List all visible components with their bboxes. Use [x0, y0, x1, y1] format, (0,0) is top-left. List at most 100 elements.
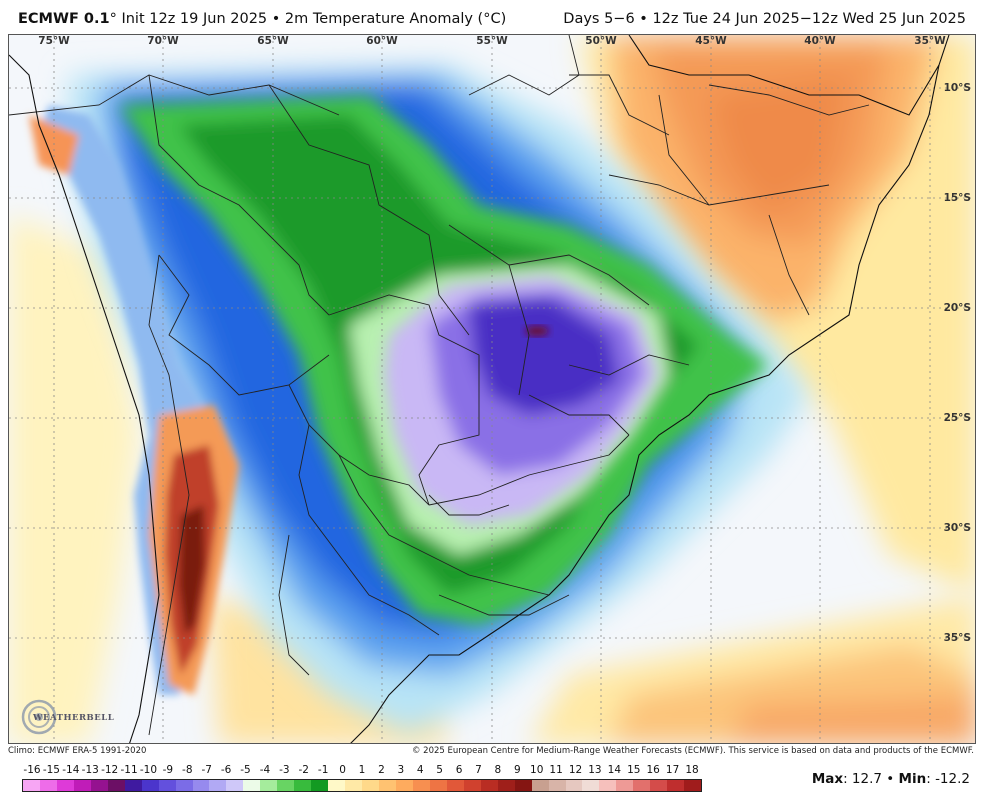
scale-swatch: [209, 780, 227, 791]
lon-label-55w: 55°W: [476, 35, 508, 47]
scale-label: -1: [317, 764, 329, 776]
scale-label: 0: [339, 764, 346, 776]
political-borders: [9, 35, 870, 736]
lon-label-70w: 70°W: [147, 35, 179, 47]
max-value: 12.7: [851, 771, 882, 787]
lon-label-50w: 50°W: [585, 35, 617, 47]
min-label: Min: [898, 771, 927, 787]
map-title: ECMWF 0.1° Init 12z 19 Jun 2025 • 2m Tem…: [18, 11, 506, 27]
scale-swatch: [667, 780, 685, 791]
scale-label: -15: [42, 764, 60, 776]
coastline: [9, 35, 950, 743]
scale-label: 1: [358, 764, 366, 776]
scale-label: 5: [436, 764, 443, 776]
lon-label-35w: 35°W: [914, 35, 946, 47]
scale-swatch: [260, 780, 278, 791]
scale-label: 12: [568, 764, 583, 776]
scale-label: -8: [182, 764, 193, 776]
model-name: ECMWF 0.1: [18, 11, 110, 27]
lon-label-75w: 75°W: [38, 35, 70, 47]
scale-swatch: [277, 780, 295, 791]
scale-label: -5: [240, 764, 251, 776]
scale-label: -7: [201, 764, 212, 776]
scale-swatch: [514, 780, 532, 791]
scale-swatch: [362, 780, 380, 791]
lat-label-10s: 10°S: [943, 82, 971, 94]
scale-label: -4: [259, 764, 271, 776]
color-scale-labels: -16 -15 -14 -13 -12 -11 -10 -9 -8 -7 -6 -5 -4 -3 -2 -1 0…: [22, 764, 702, 778]
scale-label: -10: [139, 764, 158, 776]
lon-label-40w: 40°W: [804, 35, 836, 47]
scale-swatch: [582, 780, 600, 791]
scale-label: -11: [120, 764, 138, 776]
scale-label: 11: [549, 764, 563, 776]
valid-period: Days 5−6 • 12z Tue 24 Jun 2025−12z Wed 2…: [563, 11, 966, 27]
scale-swatch: [412, 780, 430, 791]
max-min-readout: Max: 12.7 • Min: -12.2: [812, 771, 970, 787]
scale-swatch: [294, 780, 312, 791]
lat-label-15s: 15°S: [943, 192, 971, 204]
lat-lon-grid: [9, 35, 975, 743]
scale-label: 3: [397, 764, 405, 776]
scale-swatch: [107, 780, 125, 791]
degree-symbol: °: [109, 11, 117, 27]
scale-label: -13: [81, 764, 99, 776]
scale-swatch: [39, 780, 57, 791]
temperature-anomaly-map: [9, 35, 975, 743]
climo-note: Climo: ECMWF ERA-5 1991-2020: [8, 746, 147, 756]
weatherbell-logo: WEATHERBELL: [17, 695, 114, 739]
scale-swatch: [616, 780, 634, 791]
init-text: Init 12z 19 Jun 2025 • 2m Temperature An…: [116, 11, 507, 27]
max-label: Max: [811, 771, 844, 787]
scale-label: -6: [220, 764, 232, 776]
scale-swatch: [531, 780, 549, 791]
scale-swatch: [90, 780, 108, 791]
max-value-prefix: :: [843, 771, 852, 787]
scale-swatch: [429, 780, 447, 791]
lat-label-35s: 35°S: [943, 632, 971, 644]
scale-swatch: [158, 780, 176, 791]
scale-swatch: [23, 780, 40, 791]
andes-warm-streak: [29, 105, 239, 695]
logo-text: WEATHERBELL: [33, 713, 115, 723]
scale-swatch: [480, 780, 498, 791]
scale-swatch: [684, 780, 702, 791]
scale-label: -14: [62, 764, 80, 776]
scale-swatch: [497, 780, 515, 791]
scale-swatch: [192, 780, 210, 791]
scale-swatch: [446, 780, 464, 791]
scale-swatch: [345, 780, 363, 791]
scale-label: 4: [416, 764, 424, 776]
scale-label: 10: [530, 764, 544, 776]
scale-label: -3: [279, 764, 290, 776]
scale-swatch: [395, 780, 413, 791]
header: ECMWF 0.1° Init 12z 19 Jun 2025 • 2m Tem…: [0, 0, 984, 34]
copyright-note: © 2025 European Centre for Medium-Range …: [411, 746, 974, 756]
scale-swatch: [56, 780, 74, 791]
min-value-prefix: :: [926, 771, 936, 787]
scale-label: 14: [607, 764, 622, 776]
lat-label-20s: 20°S: [943, 302, 971, 314]
min-value: -12.2: [935, 771, 970, 787]
scale-swatch: [175, 780, 193, 791]
map-panel: 75°W 70°W 65°W 60°W 55°W 50°W 45°W 40°W …: [8, 34, 976, 744]
scale-label: -2: [298, 764, 309, 776]
scale-label: 8: [494, 764, 502, 776]
scale-label: 6: [455, 764, 463, 776]
warm-anomaly-south-atlantic: [530, 595, 975, 743]
scale-swatch: [548, 780, 566, 791]
scale-swatch: [599, 780, 617, 791]
scale-swatch: [328, 780, 346, 791]
scale-swatch: [124, 780, 142, 791]
scale-label: 2: [378, 764, 385, 776]
scale-label: 9: [513, 764, 521, 776]
lon-label-45w: 45°W: [695, 35, 727, 47]
scale-swatch: [633, 780, 651, 791]
scale-swatch: [73, 780, 91, 791]
lon-label-60w: 60°W: [366, 35, 398, 47]
lat-label-25s: 25°S: [943, 412, 971, 424]
scale-swatch: [565, 780, 583, 791]
scale-label: 17: [665, 764, 680, 776]
logo-swirl-icon: [21, 699, 57, 735]
scale-label: -16: [23, 764, 41, 776]
